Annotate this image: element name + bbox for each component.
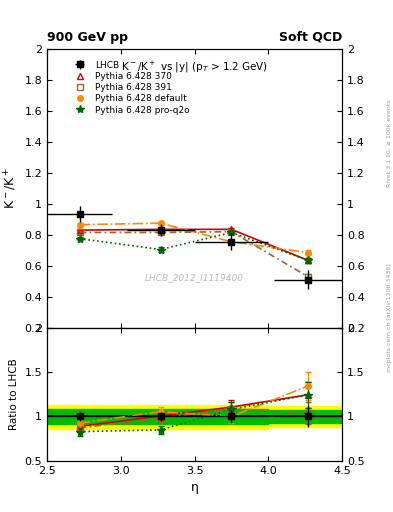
Pythia 6.428 391	[306, 273, 310, 280]
Pythia 6.428 pro-q2o	[158, 246, 163, 252]
Text: Soft QCD: Soft QCD	[279, 31, 342, 44]
Pythia 6.428 370	[306, 258, 310, 264]
X-axis label: η: η	[191, 481, 198, 494]
Legend: LHCB, Pythia 6.428 370, Pythia 6.428 391, Pythia 6.428 default, Pythia 6.428 pro: LHCB, Pythia 6.428 370, Pythia 6.428 391…	[66, 59, 192, 116]
Pythia 6.428 default	[77, 222, 82, 228]
Text: mcplots.cern.ch [arXiv:1306.3436]: mcplots.cern.ch [arXiv:1306.3436]	[387, 263, 392, 372]
Pythia 6.428 pro-q2o	[306, 258, 310, 264]
Line: Pythia 6.428 370: Pythia 6.428 370	[76, 226, 312, 264]
Pythia 6.428 pro-q2o	[229, 229, 234, 236]
Line: Pythia 6.428 default: Pythia 6.428 default	[77, 220, 311, 255]
Text: K$^-$/K$^+$ vs |y| (p$_T$ > 1.2 GeV): K$^-$/K$^+$ vs |y| (p$_T$ > 1.2 GeV)	[121, 60, 268, 75]
Pythia 6.428 default	[158, 220, 163, 226]
Pythia 6.428 391	[77, 229, 82, 236]
Line: Pythia 6.428 391: Pythia 6.428 391	[76, 228, 312, 280]
Y-axis label: K$^-$/K$^+$: K$^-$/K$^+$	[3, 167, 19, 209]
Pythia 6.428 370	[158, 226, 163, 232]
Line: Pythia 6.428 pro-q2o: Pythia 6.428 pro-q2o	[75, 228, 312, 265]
Pythia 6.428 default	[229, 239, 234, 245]
Y-axis label: Ratio to LHCB: Ratio to LHCB	[9, 358, 19, 430]
Pythia 6.428 pro-q2o	[77, 236, 82, 242]
Pythia 6.428 391	[158, 229, 163, 236]
Pythia 6.428 370	[229, 226, 234, 232]
Pythia 6.428 370	[77, 227, 82, 233]
Text: LHCB_2012_I1119400: LHCB_2012_I1119400	[145, 273, 244, 282]
Text: 900 GeV pp: 900 GeV pp	[47, 31, 128, 44]
Text: Rivet 3.1.10, ≥ 100k events: Rivet 3.1.10, ≥ 100k events	[387, 99, 392, 187]
Pythia 6.428 391	[229, 228, 234, 234]
Pythia 6.428 default	[306, 249, 310, 255]
